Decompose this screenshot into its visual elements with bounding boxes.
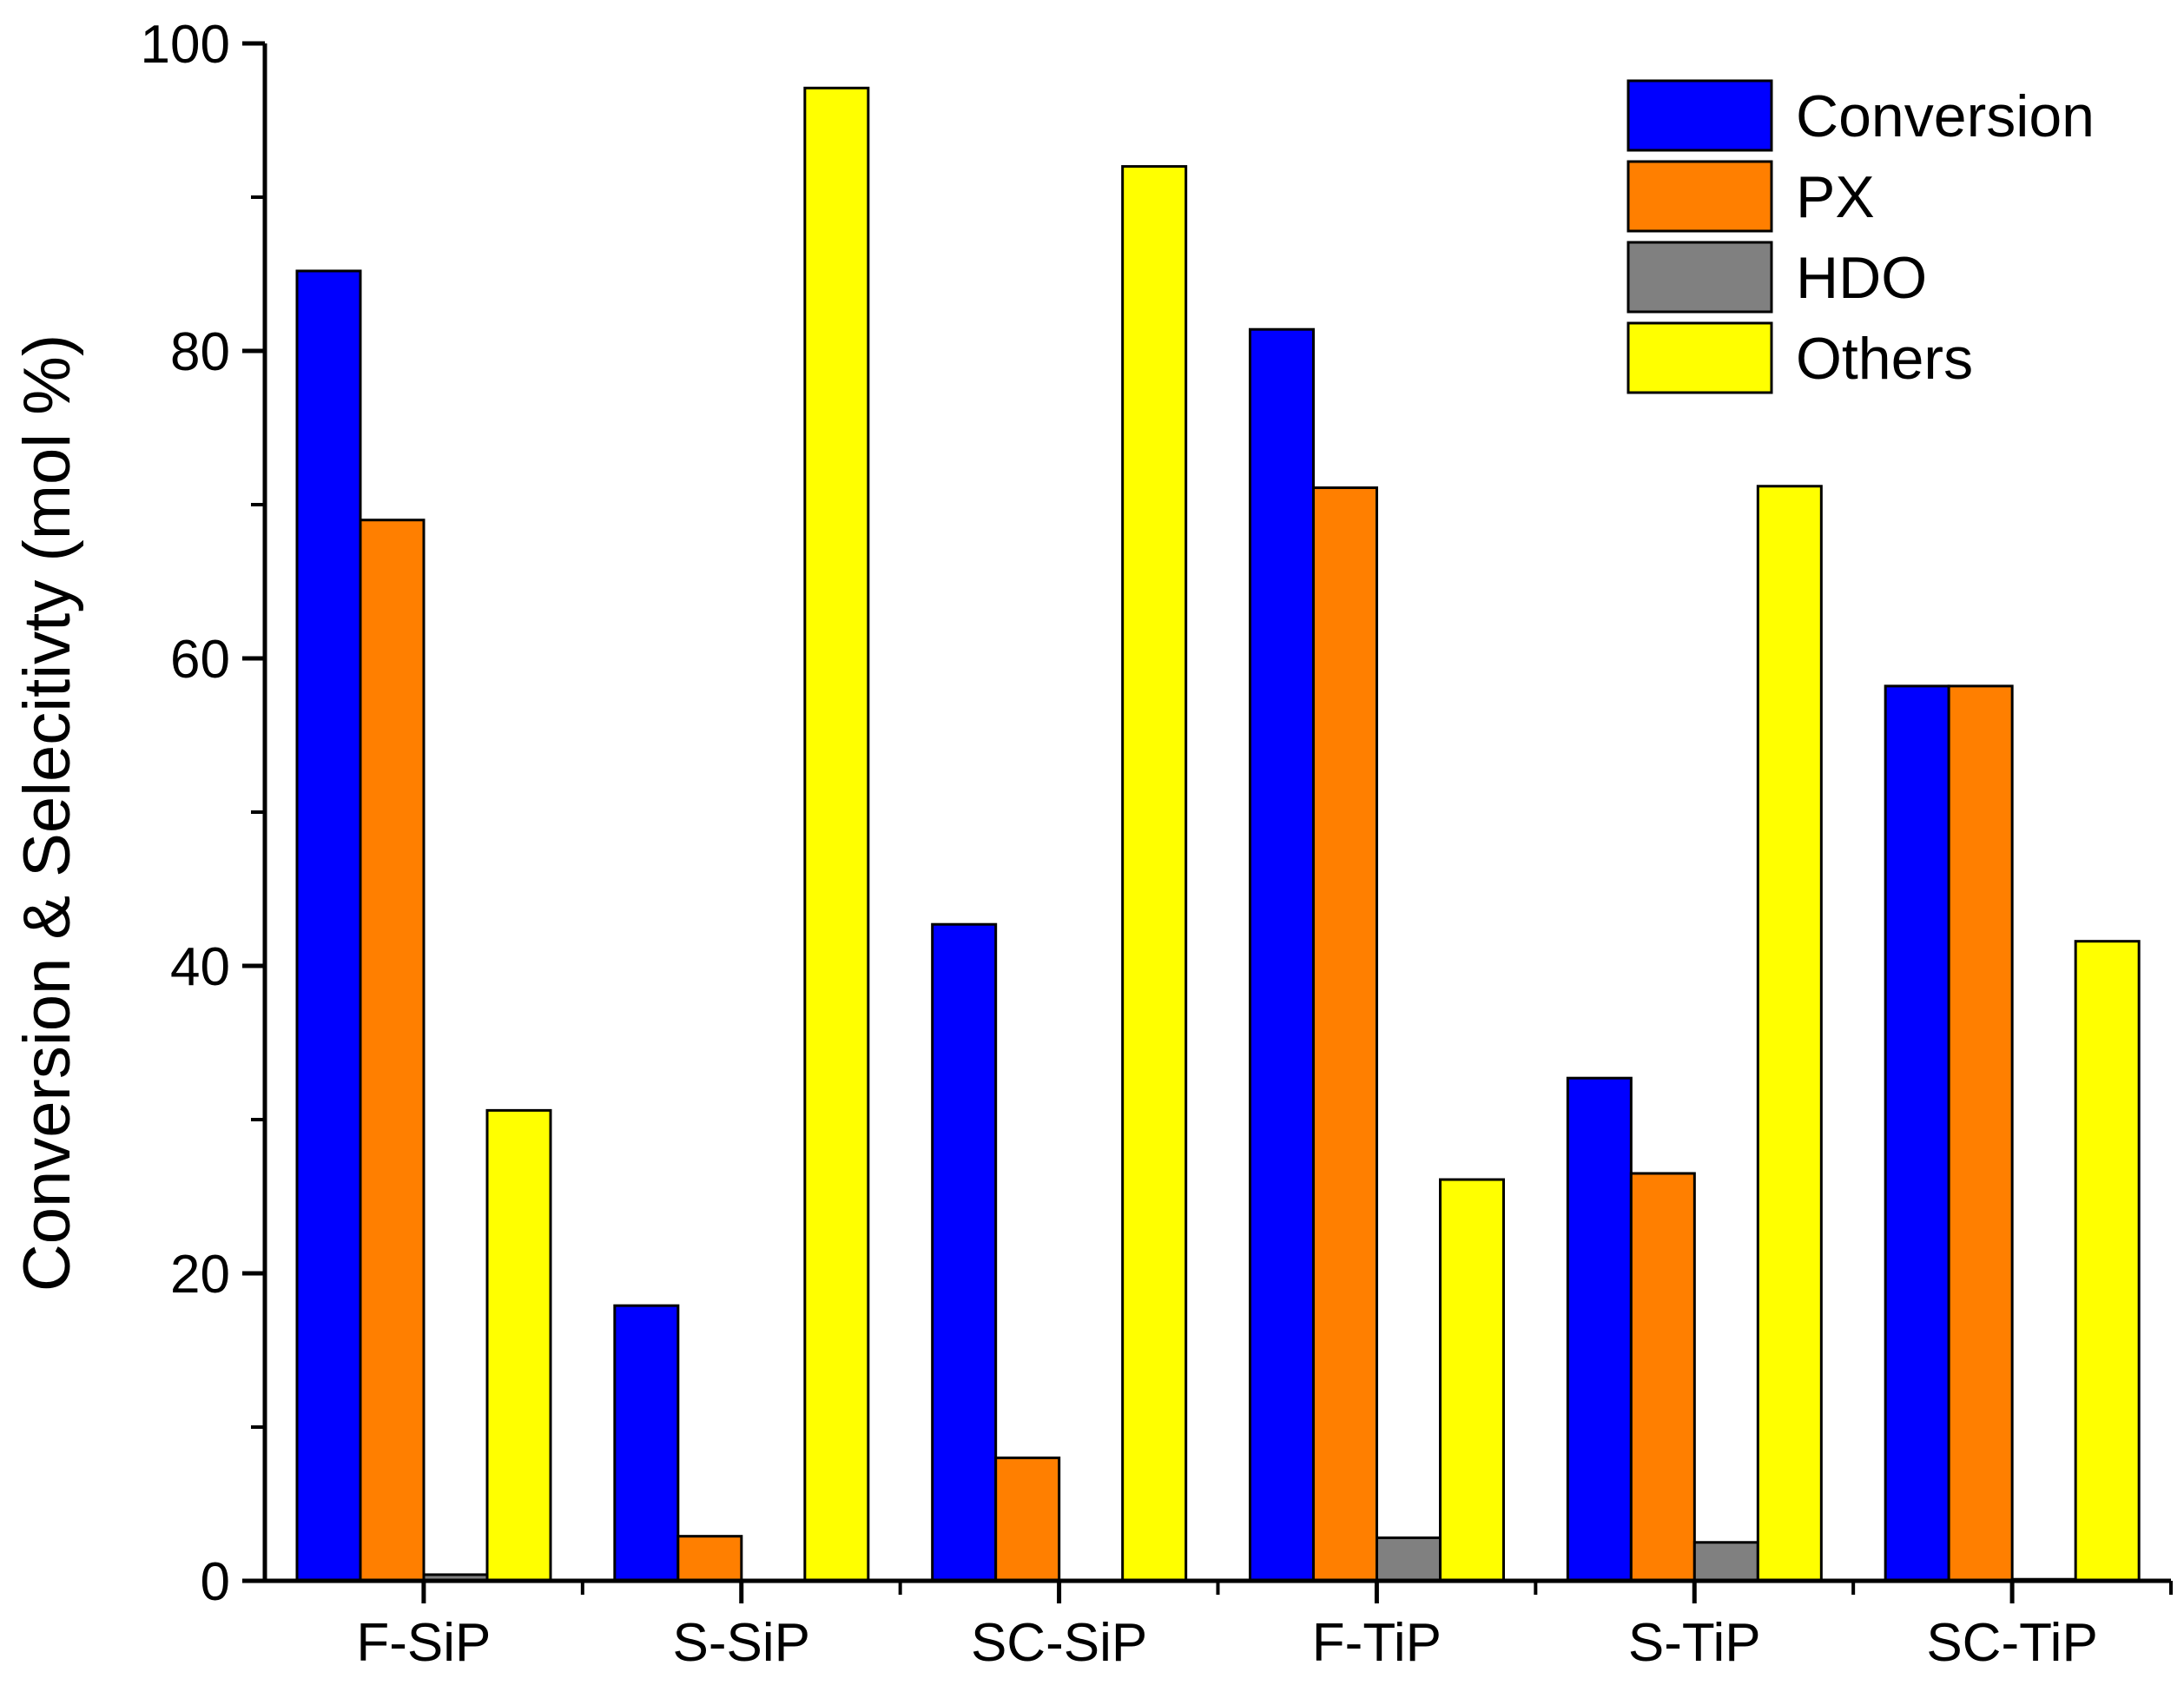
- y-axis-title: Conversion & Selecitivty (mol %): [10, 334, 84, 1292]
- legend-label-conversion: Conversion: [1796, 83, 2095, 149]
- bar-conversion-s-tip: [1566, 1076, 1633, 1583]
- legend-label-hdo: HDO: [1796, 245, 1927, 311]
- x-tick-label: F-SiP: [356, 1613, 491, 1673]
- bar-px-s-tip: [1629, 1172, 1696, 1583]
- bar-conversion-sc-sip: [931, 922, 998, 1583]
- y-tick-label: 100: [141, 15, 230, 75]
- x-tick-label: SC-SiP: [971, 1613, 1147, 1673]
- y-tick-label: 20: [170, 1245, 230, 1305]
- y-tick-label: 80: [170, 322, 230, 382]
- bar-others-f-sip: [485, 1108, 552, 1583]
- legend-label-px: PX: [1796, 164, 1875, 230]
- x-tick-label: S-SiP: [673, 1613, 810, 1673]
- bar-conversion-s-sip: [613, 1304, 680, 1583]
- bar-others-sc-tip: [2074, 940, 2141, 1583]
- x-tick-label: S-TiP: [1628, 1613, 1761, 1673]
- y-axis-ticks: 0 20 40 60 80 100: [141, 15, 265, 1612]
- bar-conversion-f-sip: [295, 269, 362, 1583]
- plot-bars: [295, 86, 2141, 1583]
- x-tick-label: SC-TiP: [1926, 1613, 2097, 1673]
- bar-others-s-sip: [803, 86, 870, 1583]
- legend-swatch-conversion: [1626, 79, 1773, 152]
- y-tick-label: 60: [170, 630, 230, 690]
- bar-others-s-tip: [1756, 485, 1823, 1583]
- y-tick-label: 0: [201, 1552, 230, 1612]
- bar-others-f-tip: [1439, 1178, 1505, 1583]
- bar-px-f-tip: [1312, 486, 1378, 1583]
- bar-conversion-f-tip: [1249, 327, 1315, 1583]
- bar-conversion-sc-tip: [1884, 684, 1950, 1583]
- bar-hdo-s-tip: [1692, 1541, 1759, 1583]
- bar-px-sc-sip: [994, 1456, 1061, 1583]
- legend-label-others: Others: [1796, 326, 1973, 392]
- legend-swatch-others: [1626, 321, 1773, 394]
- bar-px-s-sip: [676, 1535, 743, 1583]
- x-tick-label: F-TiP: [1312, 1613, 1442, 1673]
- legend-swatch-px: [1626, 160, 1773, 233]
- y-tick-label: 40: [170, 937, 230, 997]
- legend-swatch-hdo: [1626, 241, 1773, 314]
- bar-hdo-f-tip: [1376, 1536, 1442, 1583]
- legend: Conversion PX HDO Others: [1626, 79, 2095, 394]
- x-axis-ticks: F-SiP S-SiP SC-SiP F-TiP S-TiP SC-TiP: [356, 1581, 2173, 1673]
- bar-px-sc-tip: [1947, 684, 2014, 1583]
- bar-others-sc-sip: [1121, 165, 1188, 1583]
- bar-px-f-sip: [359, 519, 426, 1583]
